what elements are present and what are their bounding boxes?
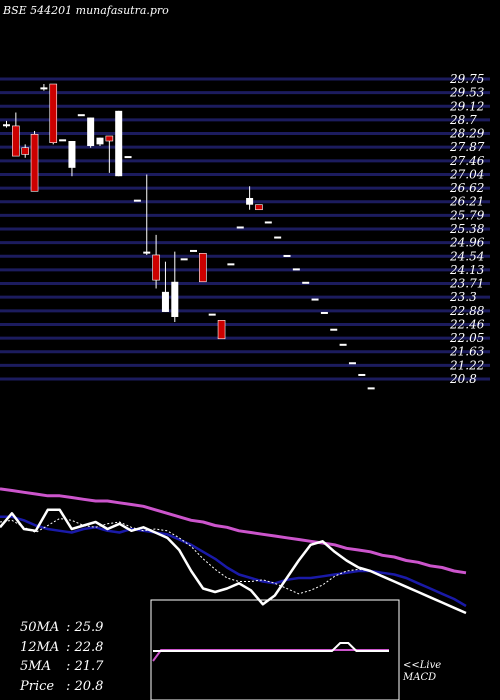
candles bbox=[3, 83, 375, 390]
candle-body bbox=[77, 114, 85, 117]
y-tick-label: 25.79 bbox=[449, 208, 485, 222]
y-tick-label: 26.62 bbox=[449, 181, 484, 195]
y-tick-label: 29.53 bbox=[449, 86, 485, 100]
stat-label: Price bbox=[20, 678, 55, 694]
candle-body bbox=[96, 137, 104, 145]
stat-value: : 22.8 bbox=[66, 639, 104, 655]
candle-body bbox=[274, 236, 282, 239]
y-tick-labels: 29.7529.5329.1228.728.2927.8727.4627.042… bbox=[449, 72, 485, 386]
y-tick-label: 28.29 bbox=[449, 127, 485, 141]
y-tick-label: 26.21 bbox=[449, 195, 484, 209]
candle-body bbox=[283, 254, 291, 257]
stat-value: : 20.8 bbox=[66, 678, 104, 694]
stat-value: : 21.7 bbox=[66, 659, 104, 674]
candle-body bbox=[292, 268, 300, 271]
candle-body bbox=[227, 263, 235, 266]
y-tick-label: 24.96 bbox=[449, 236, 485, 250]
candle-body bbox=[87, 117, 95, 147]
stat-row-12ma: 12MA : 22.8 bbox=[20, 638, 103, 658]
candle-body bbox=[152, 254, 160, 281]
candle-body bbox=[40, 87, 48, 90]
candle-body bbox=[199, 253, 207, 283]
macd-label: MACD bbox=[403, 672, 437, 683]
candle-body bbox=[105, 135, 114, 142]
candle-body bbox=[246, 197, 254, 205]
y-tick-label: 20.8 bbox=[449, 372, 477, 386]
stats-panel: 50MA : 25.9 12MA : 22.8 5MA : 21.7 Price : 2… bbox=[20, 618, 103, 696]
y-tick-label: 28.7 bbox=[449, 113, 477, 127]
stat-row-50ma: 50MA : 25.9 bbox=[20, 618, 103, 638]
macd-panel bbox=[150, 599, 400, 700]
candle-body bbox=[255, 204, 263, 211]
candle-body bbox=[115, 110, 123, 177]
candle-body bbox=[236, 226, 244, 229]
moving-average-lines bbox=[0, 487, 467, 615]
candle-body bbox=[367, 387, 375, 390]
ma-5-line bbox=[0, 518, 467, 614]
macd-line bbox=[153, 642, 389, 652]
chart-title: BSE 544201 munafasutra.pro bbox=[3, 4, 169, 17]
candle-body bbox=[161, 291, 169, 312]
candle-body bbox=[190, 249, 197, 252]
price-line bbox=[0, 508, 467, 615]
y-tick-label: 29.75 bbox=[449, 72, 484, 86]
candle-body bbox=[3, 124, 10, 127]
stat-row-price: Price : 20.8 bbox=[20, 677, 103, 697]
candle-body bbox=[12, 125, 20, 157]
y-tick-label: 27.04 bbox=[449, 167, 484, 181]
macd-frame bbox=[150, 599, 400, 700]
candle-body bbox=[59, 139, 67, 142]
candle-body bbox=[124, 156, 132, 159]
candle-body bbox=[302, 281, 310, 284]
y-tick-label: 22.46 bbox=[449, 317, 485, 331]
stat-label: 5MA bbox=[20, 659, 51, 674]
candle-body bbox=[68, 141, 76, 168]
candle-body bbox=[21, 147, 30, 155]
live-label: <<Live bbox=[403, 660, 442, 671]
ma-12-line bbox=[0, 515, 467, 608]
y-tick-label: 21.63 bbox=[449, 345, 485, 359]
y-tick-label: 25.38 bbox=[449, 222, 485, 236]
candle-body bbox=[358, 373, 366, 376]
stat-label: 50MA bbox=[20, 620, 60, 635]
y-tick-label: 24.54 bbox=[449, 249, 484, 263]
candle-body bbox=[348, 362, 356, 365]
candle-body bbox=[30, 134, 39, 192]
candle-body bbox=[330, 328, 338, 331]
stat-row-5ma: 5MA : 21.7 bbox=[20, 657, 103, 677]
candle-body bbox=[180, 258, 188, 261]
grid-lines bbox=[0, 77, 490, 381]
live-macd-label: <<Live MACD bbox=[403, 660, 441, 684]
y-tick-label: 27.46 bbox=[449, 154, 485, 168]
y-tick-label: 29.12 bbox=[449, 99, 484, 113]
candle-body bbox=[311, 298, 319, 301]
candle-body bbox=[320, 311, 328, 314]
candle-body bbox=[339, 343, 347, 346]
candle-body bbox=[143, 251, 151, 254]
ma-50-line bbox=[0, 487, 467, 575]
candle-body bbox=[264, 221, 272, 224]
candle-body bbox=[49, 83, 58, 143]
candle-body bbox=[208, 313, 216, 316]
y-tick-label: 23.71 bbox=[449, 277, 484, 291]
y-tick-label: 21.22 bbox=[449, 358, 484, 372]
y-tick-label: 27.87 bbox=[449, 140, 485, 154]
stat-value: : 25.9 bbox=[66, 620, 104, 635]
y-tick-label: 23.3 bbox=[449, 290, 477, 304]
candle-body bbox=[133, 199, 141, 202]
candle-body bbox=[171, 281, 179, 317]
stat-label: 12MA bbox=[20, 639, 60, 655]
y-tick-label: 22.05 bbox=[449, 331, 484, 345]
y-tick-label: 24.13 bbox=[449, 263, 485, 277]
candle-body bbox=[217, 320, 226, 340]
y-tick-label: 22.88 bbox=[449, 304, 485, 318]
